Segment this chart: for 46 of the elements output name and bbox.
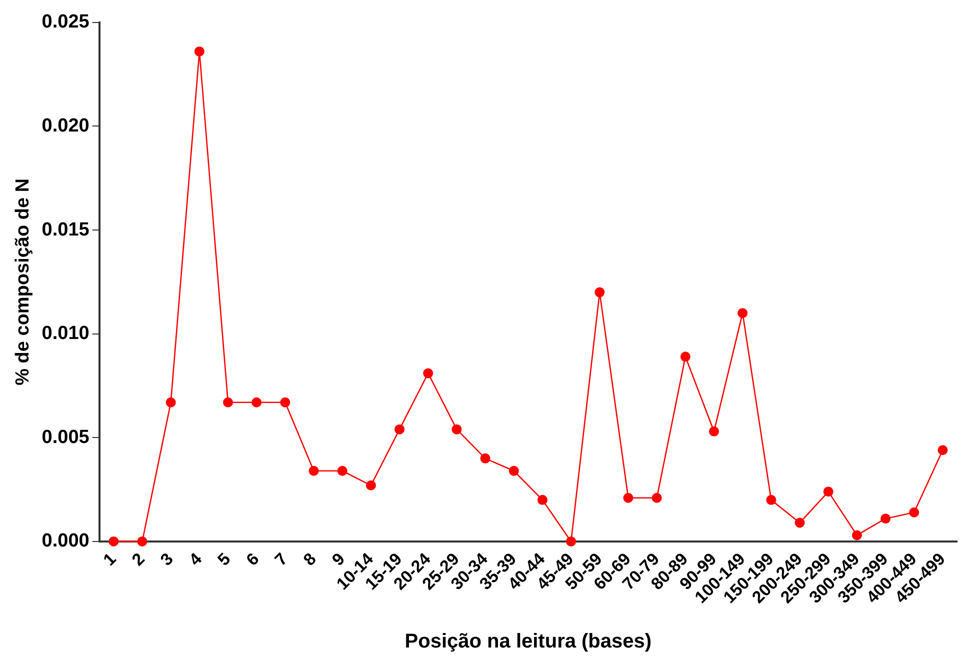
x-tick-label: 8: [300, 549, 320, 570]
point: [480, 453, 490, 464]
y-tick-label: 0.015: [42, 219, 90, 240]
point: [623, 492, 634, 503]
point: [508, 466, 519, 476]
point: [394, 424, 405, 434]
point: [652, 492, 662, 503]
point: [423, 368, 434, 378]
point: [252, 397, 262, 408]
y-tick-label: 0.020: [42, 115, 90, 136]
point: [709, 426, 719, 436]
point: [366, 480, 376, 490]
point: [680, 352, 690, 362]
point: [738, 308, 748, 318]
point: [852, 530, 862, 540]
point: [537, 494, 548, 505]
point: [594, 287, 605, 298]
x-tick-label: 3: [156, 549, 177, 570]
point: [794, 518, 805, 528]
point: [222, 397, 233, 408]
point: [108, 536, 119, 546]
point: [280, 397, 290, 408]
point: [137, 536, 148, 546]
y-tick-label: 0.025: [42, 12, 90, 33]
x-tick-label: 4: [185, 549, 206, 570]
point: [880, 514, 891, 524]
point: [337, 466, 348, 476]
point: [194, 46, 204, 56]
y-tick-label: 0.000: [42, 530, 90, 552]
point: [909, 507, 920, 518]
point: [938, 445, 948, 456]
x-tick-label: 6: [242, 549, 263, 570]
y-tick-label: 0.010: [42, 323, 90, 344]
point: [823, 486, 834, 497]
point: [166, 397, 176, 408]
y-axis-title: % de composição de N: [12, 178, 34, 386]
x-tick-label: 1: [100, 549, 120, 570]
x-tick-label: 5: [214, 549, 234, 570]
y-tick-label: 0.005: [42, 426, 90, 448]
x-axis-title: Posição na leitura (bases): [404, 630, 652, 653]
point: [566, 536, 576, 546]
point: [308, 466, 319, 476]
x-tick-label: 7: [271, 549, 292, 570]
point: [766, 494, 776, 505]
point: [452, 424, 462, 434]
x-tick-label: 2: [128, 549, 148, 570]
